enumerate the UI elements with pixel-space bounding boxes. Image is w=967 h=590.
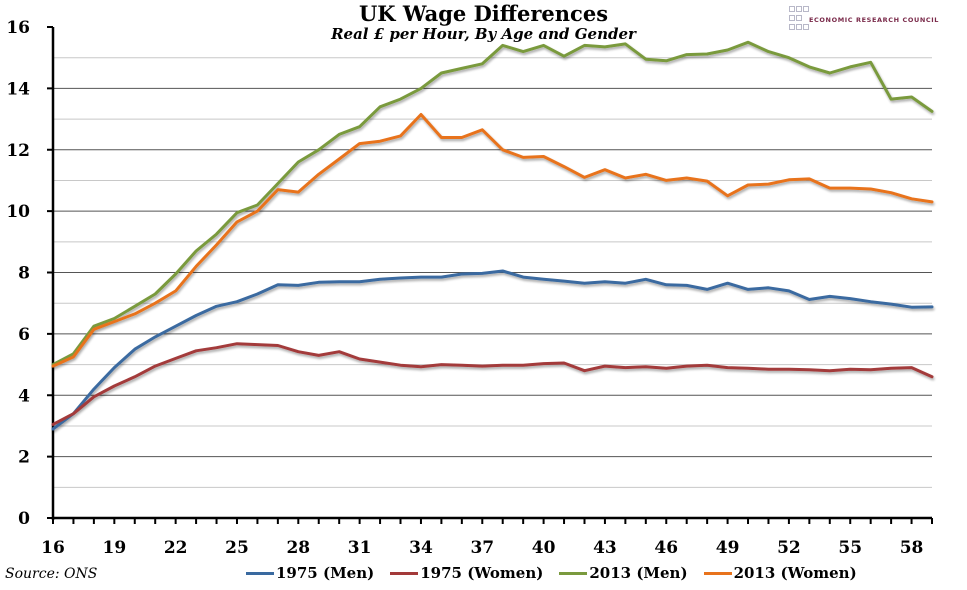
logo-square [796, 6, 802, 12]
x-tick-label: 37 [470, 538, 494, 558]
legend-label: 1975 (Men) [276, 564, 375, 582]
x-tick-label: 22 [164, 538, 188, 558]
x-tick-label: 16 [41, 538, 65, 558]
logo-text: ECONOMIC RESEARCH COUNCIL [809, 16, 940, 24]
y-tick-label: 14 [6, 79, 30, 99]
legend-swatch [390, 571, 419, 575]
x-tick-label: 31 [348, 538, 372, 558]
chart-title: UK Wage Differences [358, 1, 609, 26]
series-lines [51, 40, 934, 431]
logo-square [803, 6, 809, 12]
x-axis-tick-labels: 16 19 22 25 28 31 34 37 40 43 46 49 52 55 58 [41, 538, 923, 558]
logo-square [789, 15, 795, 21]
legend-label: 2013 (Men) [589, 564, 688, 582]
source-note: Source: ONS [5, 566, 98, 582]
logo-square [796, 15, 802, 21]
legend: 1975 (Men) 1975 (Women) 2013 (Men) 2013 … [246, 562, 873, 584]
x-tick-label: 58 [900, 538, 924, 558]
x-tick-label: 40 [532, 538, 556, 558]
x-tick-label: 19 [102, 538, 126, 558]
x-tick-label: 25 [225, 538, 249, 558]
logo-square [789, 24, 795, 30]
x-tick-label: 52 [777, 538, 801, 558]
legend-item-2013-women: 2013 (Women) [703, 564, 857, 582]
economic-research-council-logo: ECONOMIC RESEARCH COUNCIL [789, 6, 959, 38]
axes [47, 26, 933, 524]
y-tick-label: 6 [18, 325, 30, 345]
y-tick-label: 0 [18, 509, 30, 529]
y-tick-label: 10 [6, 202, 30, 222]
y-tick-label: 16 [6, 18, 30, 38]
series-line-1975-men [51, 269, 934, 431]
y-axis-tick-labels: 0 2 4 6 8 10 12 14 16 [6, 18, 30, 529]
legend-swatch [703, 571, 732, 575]
x-tick-label: 43 [593, 538, 617, 558]
legend-swatch [559, 571, 588, 575]
logo-square [796, 24, 802, 30]
x-tick-label: 55 [838, 538, 862, 558]
series-line-1975-women [51, 342, 934, 426]
logo-square [803, 24, 809, 30]
x-tick-label: 28 [286, 538, 310, 558]
legend-label: 1975 (Women) [420, 564, 544, 582]
y-tick-label: 4 [18, 386, 30, 406]
x-tick-label: 49 [716, 538, 740, 558]
legend-swatch [246, 571, 274, 575]
y-tick-label: 2 [18, 448, 30, 468]
legend-label: 2013 (Women) [733, 564, 857, 582]
series-line-2013-women [51, 113, 934, 368]
x-tick-label: 34 [409, 538, 433, 558]
legend-item-2013-men: 2013 (Men) [559, 564, 688, 582]
y-tick-label: 8 [18, 264, 30, 284]
series-line-2013-men [51, 40, 934, 367]
legend-item-1975-women: 1975 (Women) [390, 564, 543, 582]
legend-item-1975-men: 1975 (Men) [246, 564, 374, 582]
y-tick-label: 12 [6, 141, 30, 161]
x-tick-label: 46 [654, 538, 678, 558]
chart-subtitle: Real £ per Hour, By Age and Gender [331, 25, 636, 43]
logo-square [789, 6, 795, 12]
